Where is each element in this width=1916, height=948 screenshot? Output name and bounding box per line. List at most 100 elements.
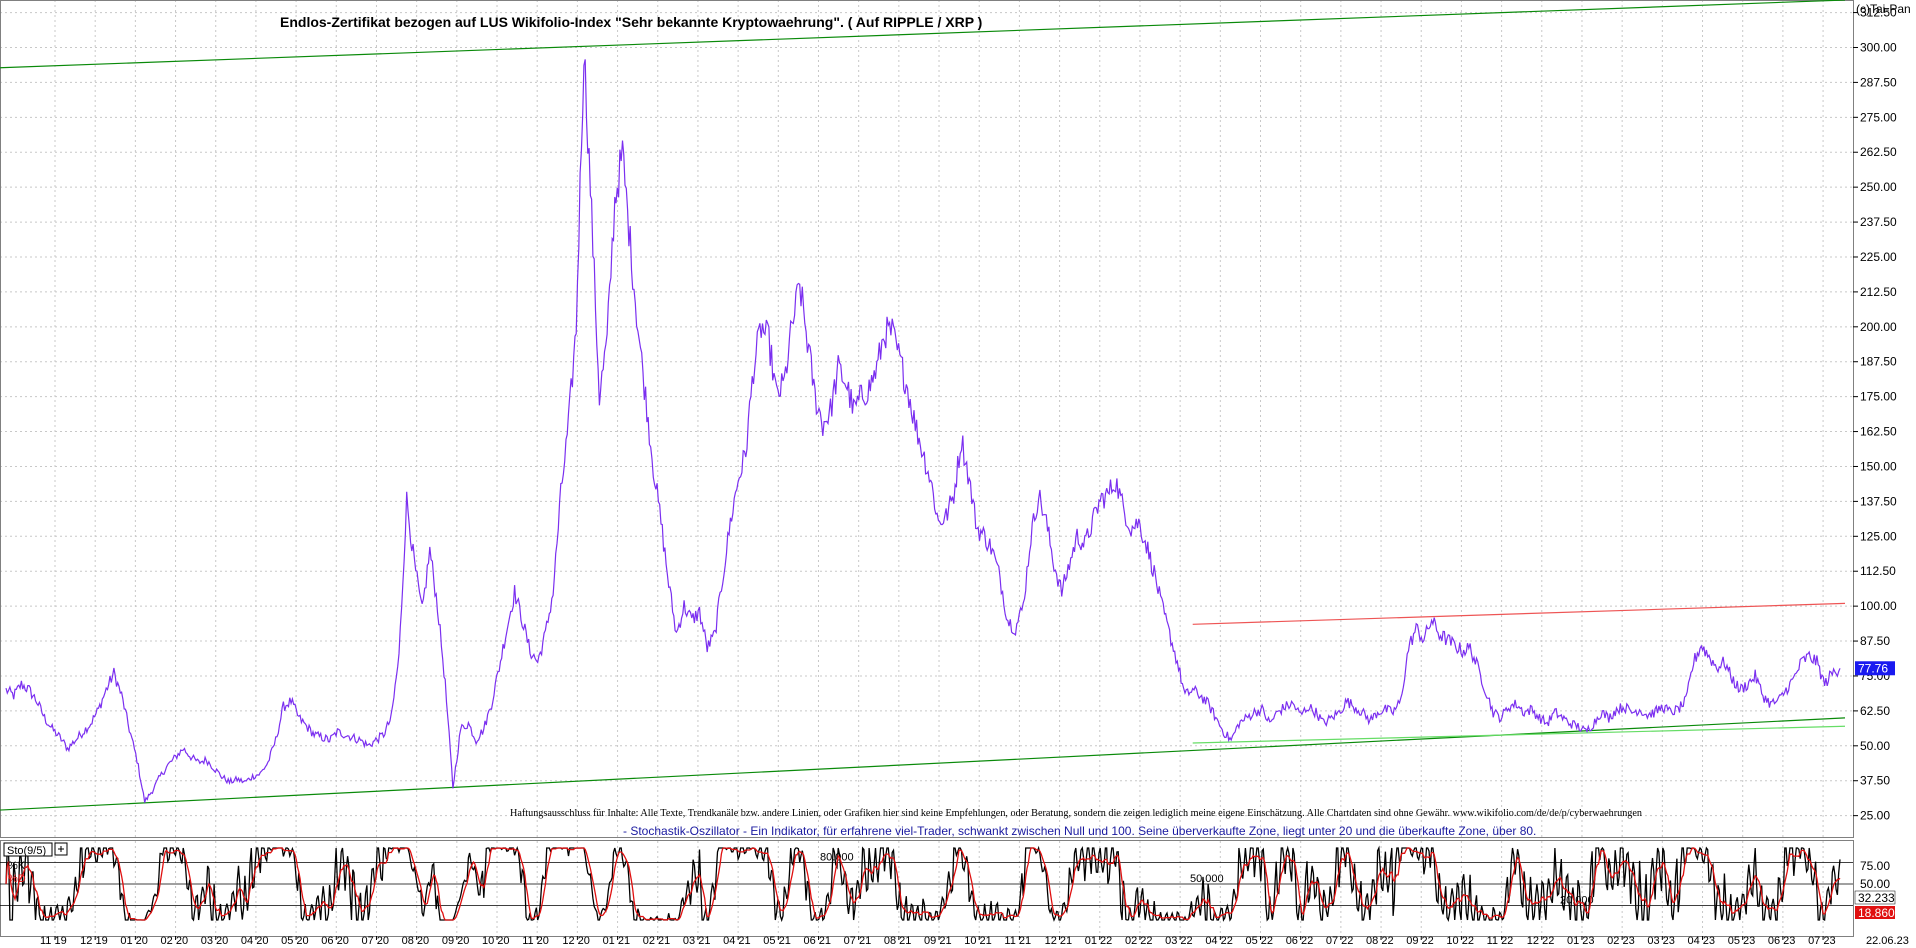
x-tick-label: 10 20 xyxy=(482,935,510,947)
x-tick-label: 03 21 xyxy=(683,935,711,947)
stochastic-k-line xyxy=(5,845,1841,923)
x-tick-label: 01 20 xyxy=(120,935,148,947)
trendlines xyxy=(0,0,1846,811)
x-tick-label: 07 23 xyxy=(1808,935,1836,947)
x-tick-label: 12 22 xyxy=(1527,935,1555,947)
price-tick-label: 137.50 xyxy=(1860,494,1897,508)
price-tick-label: 125.00 xyxy=(1860,529,1897,543)
x-tick-label: 03 20 xyxy=(201,935,229,947)
price-series-line xyxy=(5,59,1841,803)
grid-lines xyxy=(0,0,1853,936)
x-tick-label: 11 21 xyxy=(1004,935,1031,947)
x-tick-label: 05 22 xyxy=(1246,935,1274,947)
x-tick-label: 07 21 xyxy=(844,935,872,947)
d-last-value: 18.860 xyxy=(1858,906,1895,920)
trendline-upper-green xyxy=(0,0,1846,69)
x-tick-label: 11 19 xyxy=(40,935,67,947)
x-tick-label: 01 21 xyxy=(603,935,631,947)
x-tick-label: 06 22 xyxy=(1286,935,1314,947)
price-tick-label: 162.50 xyxy=(1860,425,1897,439)
price-tick-label: 200.00 xyxy=(1860,320,1897,334)
osc-level-label: 50.000 xyxy=(1190,873,1224,885)
chart-title: Endlos-Zertifikat bezogen auf LUS Wikifo… xyxy=(280,14,982,30)
price-tick-label: 25.00 xyxy=(1860,809,1890,823)
price-tick-label: 312.50 xyxy=(1860,6,1897,20)
osc-tick-label: 50.00 xyxy=(1860,877,1890,891)
price-tick-label: 50.00 xyxy=(1860,739,1890,753)
price-tick-label: 37.50 xyxy=(1860,774,1890,788)
expand-icon[interactable] xyxy=(54,842,68,856)
price-axis: 312.50 300.00 287.50 275.00 262.50 250.00 237.… xyxy=(1853,6,1897,823)
x-tick-label: 09 21 xyxy=(924,935,952,947)
oscillator-legend: Sto(9/5) %K %D xyxy=(3,842,68,885)
x-tick-label: 02 22 xyxy=(1125,935,1153,947)
x-tick-label: 03 23 xyxy=(1647,935,1675,947)
x-tick-label: 08 22 xyxy=(1366,935,1394,947)
x-tick-label: 04 20 xyxy=(241,935,269,947)
legend-k: %K xyxy=(8,860,26,872)
x-tick-label: 05 21 xyxy=(763,935,791,947)
x-tick-label: 04 22 xyxy=(1205,935,1233,947)
d-last-badge: 18.860 xyxy=(1855,906,1895,920)
x-tick-label: 02 20 xyxy=(161,935,189,947)
x-tick-label: 05 20 xyxy=(281,935,309,947)
x-tick-label: 04 21 xyxy=(723,935,751,947)
oscillator-caption: - Stochastik-Oszillator - Ein Indikator,… xyxy=(623,824,1536,838)
x-tick-label: 08 21 xyxy=(884,935,912,947)
x-tick-label: 07 22 xyxy=(1326,935,1354,947)
x-tick-label: 01 22 xyxy=(1085,935,1113,947)
price-tick-label: 275.00 xyxy=(1860,110,1897,124)
k-last-badge: 32.233 xyxy=(1854,890,1896,905)
time-axis: 11 19 12 19 01 20 02 20 03 20 04 20 05 20 06 20… xyxy=(40,935,1836,947)
price-tick-label: 287.50 xyxy=(1860,75,1897,89)
x-tick-label: 12 21 xyxy=(1045,935,1073,947)
osc-level-label: 80.000 xyxy=(820,851,854,863)
price-tick-label: 187.50 xyxy=(1860,355,1897,369)
x-tick-label: 02 21 xyxy=(643,935,671,947)
price-tick-label: 175.00 xyxy=(1860,390,1897,404)
x-tick-label: 08 20 xyxy=(402,935,430,947)
x-tick-label: 11 20 xyxy=(522,935,549,947)
x-tick-label: 01 23 xyxy=(1567,935,1595,947)
price-tick-label: 62.50 xyxy=(1860,704,1890,718)
x-tick-label: 04 23 xyxy=(1688,935,1716,947)
oscillator-axis: 75.00 50.00 xyxy=(1860,859,1890,891)
x-tick-label: 12 20 xyxy=(562,935,590,947)
x-tick-label: 12 19 xyxy=(80,935,108,947)
oscillator-panel-frame xyxy=(0,840,1854,937)
price-tick-label: 112.50 xyxy=(1860,564,1896,578)
x-tick-label: 10 22 xyxy=(1446,935,1474,947)
last-price-value: 77.76 xyxy=(1858,661,1888,675)
last-price-badge: 77.76 xyxy=(1855,661,1895,676)
x-tick-label: 10 21 xyxy=(964,935,992,947)
osc-tick-label: 75.00 xyxy=(1860,859,1890,873)
x-tick-label: 02 23 xyxy=(1607,935,1635,947)
price-tick-label: 300.00 xyxy=(1860,40,1897,54)
oscillator-title: Sto(9/5) xyxy=(7,845,46,857)
price-tick-label: 225.00 xyxy=(1860,250,1897,264)
price-tick-label: 212.50 xyxy=(1860,285,1897,299)
price-tick-label: 100.00 xyxy=(1860,599,1897,613)
x-tick-label: 09 22 xyxy=(1406,935,1434,947)
price-panel-frame xyxy=(0,0,1854,838)
price-tick-label: 262.50 xyxy=(1860,145,1897,159)
x-tick-label: 09 20 xyxy=(442,935,470,947)
x-tick-label: 07 20 xyxy=(361,935,389,947)
x-tick-label: 05 23 xyxy=(1728,935,1756,947)
x-tick-label: 06 21 xyxy=(803,935,831,947)
trendline-upper-red xyxy=(1192,602,1846,625)
price-tick-label: 250.00 xyxy=(1860,180,1897,194)
copyright-label: (c)Tai-Pan xyxy=(1856,2,1911,16)
trendline-lower-light-green xyxy=(1192,725,1846,744)
disclaimer-text: Haftungsausschluss für Inhalte: Alle Tex… xyxy=(510,808,1642,819)
price-tick-label: 237.50 xyxy=(1860,215,1897,229)
price-tick-label: 87.50 xyxy=(1860,634,1890,648)
x-end-label: 22.06.23 xyxy=(1866,935,1909,947)
x-tick-label: 06 23 xyxy=(1768,935,1796,947)
stochastic-d-line xyxy=(5,847,1841,921)
x-tick-label: 06 20 xyxy=(321,935,349,947)
legend-d: %D xyxy=(8,873,26,885)
trendline-lower-green xyxy=(0,717,1846,811)
